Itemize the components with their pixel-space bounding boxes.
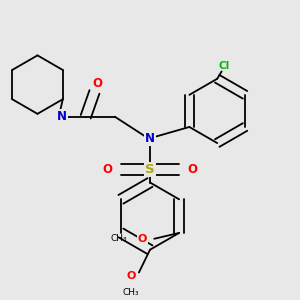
Text: O: O: [103, 163, 112, 176]
Text: CH₃: CH₃: [123, 288, 139, 297]
Text: CH₃: CH₃: [111, 234, 128, 243]
Text: N: N: [57, 110, 67, 123]
Text: O: O: [138, 234, 147, 244]
Text: Cl: Cl: [219, 61, 230, 70]
Text: O: O: [126, 271, 136, 281]
Text: N: N: [145, 132, 155, 145]
Text: S: S: [145, 163, 155, 176]
Text: O: O: [188, 163, 197, 176]
Text: O: O: [92, 76, 102, 90]
